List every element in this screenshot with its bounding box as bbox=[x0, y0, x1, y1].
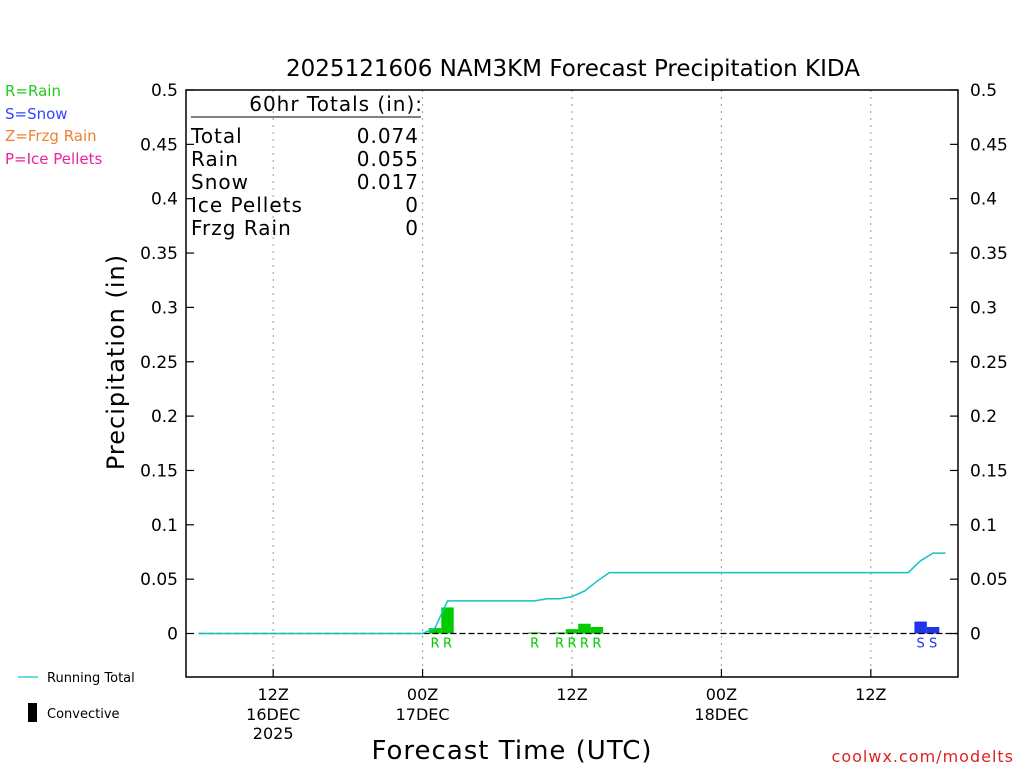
precip-bar bbox=[578, 623, 591, 634]
y-tick-label-right: 0.05 bbox=[970, 570, 1008, 590]
y-tick-label-left: 0.5 bbox=[151, 81, 178, 101]
y-tick-label-right: 0.25 bbox=[970, 353, 1008, 373]
totals-row-label: Rain bbox=[191, 147, 239, 171]
legend-frzg-rain: Z=Frzg Rain bbox=[5, 127, 97, 145]
x-tick-label-time: 12Z bbox=[257, 685, 288, 704]
precip-type-legend: R=Rain S=Snow Z=Frzg Rain P=Ice Pellets bbox=[5, 82, 102, 168]
y-tick-label-left: 0.35 bbox=[140, 244, 178, 264]
y-tick-label-left: 0.45 bbox=[140, 135, 178, 155]
precip-type-label: S bbox=[917, 637, 925, 652]
totals-row-value: 0.055 bbox=[357, 147, 419, 171]
precip-bar bbox=[441, 607, 454, 634]
totals-row-label: Snow bbox=[191, 170, 249, 194]
y-tick-label-left: 0.4 bbox=[151, 190, 178, 210]
x-tick-label-time: 12Z bbox=[556, 685, 587, 704]
credit-text: coolwx.com/modelts bbox=[832, 747, 1014, 766]
x-tick-label-time: 12Z bbox=[855, 685, 886, 704]
y-tick-label-right: 0.35 bbox=[970, 244, 1008, 264]
precip-type-label: R bbox=[431, 637, 440, 652]
series-legend: Running Total Convective bbox=[18, 671, 135, 722]
precip-type-label: R bbox=[592, 637, 601, 652]
y-tick-label-left: 0.2 bbox=[151, 407, 178, 427]
y-tick-label-right: 0 bbox=[970, 625, 981, 645]
x-tick-label-date: 18DEC bbox=[694, 705, 748, 724]
totals-row-label: Frzg Rain bbox=[191, 216, 292, 240]
precip-bars bbox=[428, 607, 940, 634]
y-tick-label-right: 0.15 bbox=[970, 461, 1008, 481]
y-tick-label-left: 0.1 bbox=[151, 516, 178, 536]
precip-bar bbox=[565, 629, 579, 634]
y-tick-label-right: 0.1 bbox=[970, 516, 997, 536]
legend-snow: S=Snow bbox=[5, 105, 68, 123]
x-tick-label-date: 16DEC bbox=[246, 705, 300, 724]
y-axis-right: 0.5 0.45 0.4 0.35 0.3 0.25 0.2 0.15 0.1 0.05 0 bbox=[950, 81, 1008, 645]
x-tick-label-year: 2025 bbox=[253, 724, 294, 743]
precip-type-label: R bbox=[443, 637, 452, 652]
totals-row-value: 0 bbox=[405, 193, 419, 217]
precip-type-label: R bbox=[530, 637, 539, 652]
totals-row-value: 0 bbox=[405, 216, 419, 240]
y-axis-label: Precipitation (in) bbox=[102, 254, 130, 470]
precip-type-label: R bbox=[567, 637, 576, 652]
convective-legend-label: Convective bbox=[47, 707, 120, 722]
convective-legend-swatch bbox=[28, 703, 37, 722]
x-tick-label-date: 17DEC bbox=[396, 705, 450, 724]
y-tick-label-left: 0.15 bbox=[140, 461, 178, 481]
chart-title: 2025121606 NAM3KM Forecast Precipitation… bbox=[286, 56, 860, 82]
totals-box: 60hr Totals (in): Total 0.074 Rain 0.055 Sno… bbox=[190, 92, 423, 240]
y-tick-label-right: 0.4 bbox=[970, 190, 997, 210]
y-tick-label-left: 0.05 bbox=[140, 570, 178, 590]
y-tick-label-left: 0.3 bbox=[151, 298, 178, 318]
y-tick-label-left: 0.25 bbox=[140, 353, 178, 373]
precip-bar bbox=[914, 621, 927, 634]
y-tick-label-right: 0.3 bbox=[970, 298, 997, 318]
totals-row-label: Ice Pellets bbox=[191, 193, 303, 217]
totals-rows: Total 0.074 Rain 0.055 Snow 0.017 Ice Pellets 0… bbox=[190, 124, 419, 240]
precip-bar bbox=[428, 628, 442, 634]
running-total-line bbox=[198, 552, 946, 635]
precip-bar bbox=[926, 626, 940, 634]
y-tick-label-right: 0.5 bbox=[970, 81, 997, 101]
y-tick-label-right: 0.2 bbox=[970, 407, 997, 427]
totals-row-value: 0.074 bbox=[357, 124, 419, 148]
totals-row-value: 0.017 bbox=[357, 170, 419, 194]
precip-type-label: S bbox=[929, 637, 937, 652]
totals-header: 60hr Totals (in): bbox=[249, 92, 423, 116]
plot-frame bbox=[185, 89, 959, 678]
x-tick-label-time: 00Z bbox=[407, 685, 438, 704]
totals-row-label: Total bbox=[190, 124, 243, 148]
y-tick-label-left: 0 bbox=[167, 625, 178, 645]
y-axis-left: 0.5 0.45 0.4 0.35 0.3 0.25 0.2 0.15 0.1 0.05 0 bbox=[140, 81, 194, 645]
x-axis-label: Forecast Time (UTC) bbox=[371, 736, 652, 766]
legend-rain: R=Rain bbox=[5, 82, 61, 100]
x-tick-label-time: 00Z bbox=[706, 685, 737, 704]
legend-ice-pellets: P=Ice Pellets bbox=[5, 150, 102, 168]
running-total-group bbox=[198, 552, 946, 635]
precip-type-label: R bbox=[580, 637, 589, 652]
y-tick-label-right: 0.45 bbox=[970, 135, 1008, 155]
precip-type-label: R bbox=[555, 637, 564, 652]
precip-bar bbox=[590, 626, 604, 634]
running-total-legend-label: Running Total bbox=[47, 671, 135, 686]
